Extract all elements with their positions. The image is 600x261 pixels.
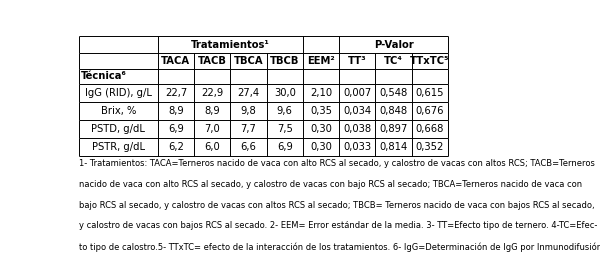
Text: 0,814: 0,814 xyxy=(379,142,407,152)
Text: 9,6: 9,6 xyxy=(277,106,293,116)
Text: TACA: TACA xyxy=(161,56,190,66)
Text: 0,668: 0,668 xyxy=(416,124,444,134)
Text: TT³: TT³ xyxy=(348,56,367,66)
Text: 0,033: 0,033 xyxy=(343,142,371,152)
Text: nacido de vaca con alto RCS al secado, y calostro de vacas con bajo RCS al secad: nacido de vaca con alto RCS al secado, y… xyxy=(79,180,582,189)
Text: 0,30: 0,30 xyxy=(310,142,332,152)
Text: 8,9: 8,9 xyxy=(204,106,220,116)
Text: 0,676: 0,676 xyxy=(416,106,444,116)
Text: 6,9: 6,9 xyxy=(277,142,293,152)
Text: 22,9: 22,9 xyxy=(201,88,223,98)
Text: 0,007: 0,007 xyxy=(343,88,371,98)
Text: 7,7: 7,7 xyxy=(241,124,256,134)
Text: 6,2: 6,2 xyxy=(168,142,184,152)
Text: to tipo de calostro.5- TTxTC= efecto de la interacción de los tratamientos. 6- I: to tipo de calostro.5- TTxTC= efecto de … xyxy=(79,242,600,252)
Text: Técnica⁶: Técnica⁶ xyxy=(81,72,127,81)
Text: 0,548: 0,548 xyxy=(379,88,407,98)
Text: 8,9: 8,9 xyxy=(168,106,184,116)
Text: 6,9: 6,9 xyxy=(168,124,184,134)
Text: 0,848: 0,848 xyxy=(379,106,407,116)
Text: PSTD, g/dL: PSTD, g/dL xyxy=(91,124,145,134)
Text: P-Valor: P-Valor xyxy=(374,40,413,50)
Text: 0,30: 0,30 xyxy=(310,124,332,134)
Text: 0,034: 0,034 xyxy=(343,106,371,116)
Text: 6,0: 6,0 xyxy=(204,142,220,152)
Text: 0,038: 0,038 xyxy=(343,124,371,134)
Text: y calostro de vacas con bajos RCS al secado. 2- EEM= Error estándar de la media.: y calostro de vacas con bajos RCS al sec… xyxy=(79,221,597,230)
Text: 0,897: 0,897 xyxy=(379,124,408,134)
Text: 22,7: 22,7 xyxy=(165,88,187,98)
Text: TTxTC⁵: TTxTC⁵ xyxy=(410,56,449,66)
Text: 27,4: 27,4 xyxy=(238,88,260,98)
Text: bajo RCS al secado, y calostro de vacas con altos RCS al secado; TBCB= Terneros : bajo RCS al secado, y calostro de vacas … xyxy=(79,201,595,210)
Text: 9,8: 9,8 xyxy=(241,106,256,116)
Text: Tratamientos¹: Tratamientos¹ xyxy=(191,40,270,50)
Text: IgG (RID), g/L: IgG (RID), g/L xyxy=(85,88,152,98)
Text: TBCA: TBCA xyxy=(233,56,263,66)
Text: 30,0: 30,0 xyxy=(274,88,296,98)
Text: TACB: TACB xyxy=(198,56,227,66)
Text: 0,352: 0,352 xyxy=(416,142,444,152)
Text: 6,6: 6,6 xyxy=(241,142,256,152)
Text: EEM²: EEM² xyxy=(307,56,335,66)
Text: 2,10: 2,10 xyxy=(310,88,332,98)
Text: 7,5: 7,5 xyxy=(277,124,293,134)
Text: 1- Tratamientos: TACA=Terneros nacido de vaca con alto RCS al secado, y calostro: 1- Tratamientos: TACA=Terneros nacido de… xyxy=(79,159,595,168)
Text: Brix, %: Brix, % xyxy=(101,106,136,116)
Text: 7,0: 7,0 xyxy=(204,124,220,134)
Text: 0,615: 0,615 xyxy=(416,88,444,98)
Text: TBCB: TBCB xyxy=(270,56,299,66)
Text: 0,35: 0,35 xyxy=(310,106,332,116)
Text: PSTR, g/dL: PSTR, g/dL xyxy=(92,142,145,152)
Text: TC⁴: TC⁴ xyxy=(384,56,403,66)
